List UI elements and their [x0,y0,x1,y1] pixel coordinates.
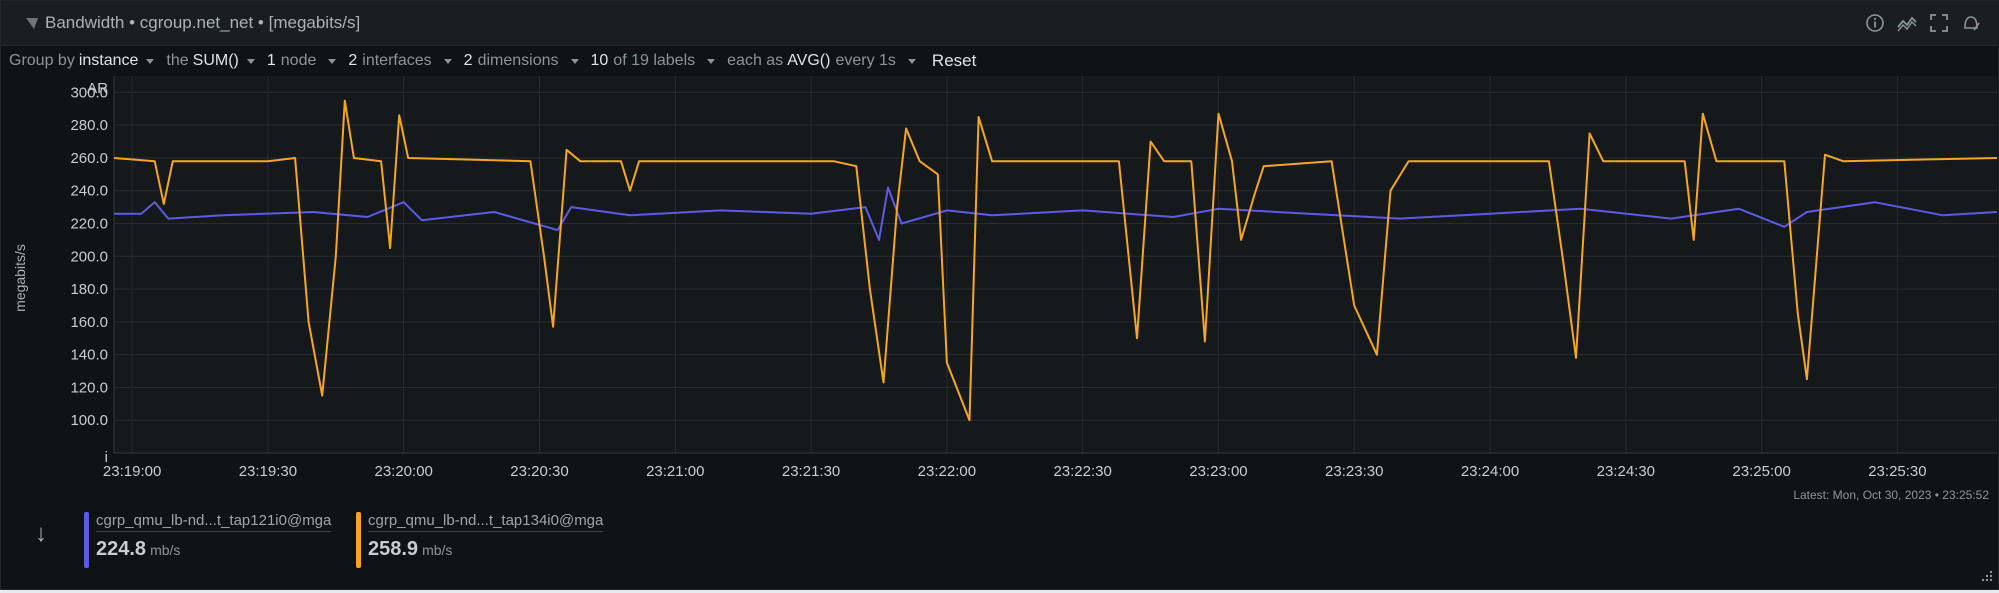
filter-value: AVG() [787,52,831,69]
chart-title: Bandwidth • cgroup.net_net • [megabits/s… [25,13,360,33]
chevron-down-icon [146,58,155,64]
x-tick-label: 23:24:00 [1461,463,1519,480]
chart-title-text: Bandwidth • cgroup.net_net • [megabits/s… [45,13,361,32]
chevron-down-icon [570,58,579,64]
x-tick-label: 23:20:00 [374,463,432,480]
filter-aggregation[interactable]: the SUM() [166,52,255,70]
x-tick-label: 23:22:30 [1053,463,1111,480]
x-tick-label: 23:19:30 [239,463,297,480]
legend-value-unit: mb/s [150,542,181,558]
chevron-down-icon [443,58,452,64]
panel-header: Bandwidth • cgroup.net_net • [megabits/s… [1,1,1999,46]
latest-timestamp: Latest: Mon, Oct 30, 2023 • 23:25:52 [1793,488,1989,502]
plot-area [114,76,1997,453]
filter-nodes[interactable]: 1 node [267,52,337,70]
chevron-down-icon [907,58,916,64]
legend-series-name: cgrp_qmu_lb-nd...t_tap134i0@mga [368,512,604,532]
y-tick-label: 300.0 [70,84,108,101]
x-tick-label: 23:21:30 [782,463,840,480]
y-tick-label: 180.0 [70,281,108,298]
correlate-icon[interactable] [1896,12,1918,34]
header-actions [1864,12,1982,34]
resize-handle-icon[interactable] [1978,567,1994,583]
filter-suffix: dimensions [477,52,559,69]
filter-labels[interactable]: 10 of 19 labels [591,52,716,70]
y-tick-label: 100.0 [70,412,108,429]
x-tick-label: 23:24:30 [1597,463,1655,480]
filter-prefix: the [166,52,189,69]
corner-label-top: AR [87,80,108,97]
y-tick-label: 280.0 [70,117,108,134]
x-tick-label: 23:19:00 [103,463,161,480]
legend-value-number: 224.8 [96,538,147,560]
legend-color-swatch [84,512,89,568]
filter-value: 2 [463,52,473,69]
y-tick-label: 200.0 [70,248,108,265]
line-chart[interactable]: 100.0 120.0 140.0 160.0 180.0 200.0 220.0 240.0… [1,73,1999,483]
x-tick-label: 23:25:30 [1868,463,1926,480]
chevron-down-icon [328,58,337,64]
legend-value-unit: mb/s [422,542,453,558]
chevron-down-icon [707,58,716,64]
series-line [113,99,1998,422]
filter-dimensions[interactable]: 2 dimensions [464,52,579,70]
filter-suffix: of 19 labels [613,52,696,69]
filter-value: 1 [266,52,276,69]
filter-time-aggregation[interactable]: each as AVG() every 1s [727,52,916,70]
y-tick-label: 140.0 [70,347,108,364]
filter-prefix: Group by [9,52,75,69]
legend: ↓ cgrp_qmu_lb-nd...t_tap121i0@mga 224.8 m… [1,501,1999,589]
chevron-down-icon [246,58,255,64]
info-icon[interactable] [1864,12,1886,34]
filter-suffix: interfaces [362,52,432,69]
x-tick-label: 23:23:30 [1325,463,1383,480]
filter-suffix: every 1s [835,52,896,69]
filter-prefix: each as [727,52,784,69]
y-tick-label: 160.0 [70,314,108,331]
x-tick-label: 23:21:00 [646,463,704,480]
legend-value: 224.8 mb/s [96,538,180,561]
legend-color-swatch [356,512,361,568]
legend-value: 258.9 mb/s [368,538,452,561]
series-line [114,186,1998,241]
filter-value: 2 [348,52,358,69]
netdata-icon [26,18,38,29]
filter-value: 10 [590,52,609,69]
filter-group-by[interactable]: Group by instance [9,52,155,70]
filter-interfaces[interactable]: 2 interfaces [348,52,452,70]
x-tick-label: 23:22:00 [918,463,976,480]
legend-value-number: 258.9 [368,538,419,560]
alert-icon[interactable] [1960,12,1982,34]
legend-series-name: cgrp_qmu_lb-nd...t_tap121i0@mga [96,512,332,532]
corner-label-bottom: i [105,449,108,466]
filter-bar: Group by instance the SUM() 1 node 2 int… [9,49,976,73]
y-tick-label: 240.0 [70,183,108,200]
y-tick-label: 260.0 [70,150,108,167]
x-tick-label: 23:23:00 [1189,463,1247,480]
x-tick-label: 23:25:00 [1732,463,1790,480]
y-tick-label: 220.0 [70,216,108,233]
x-tick-label: 23:20:30 [510,463,568,480]
y-tick-label: 120.0 [70,379,108,396]
filter-value: SUM() [192,52,239,69]
fullscreen-icon[interactable] [1928,12,1950,34]
filter-value: instance [78,52,139,69]
y-axis-label: megabits/s [12,244,28,312]
reset-button[interactable]: Reset [931,51,977,70]
arrow-down-icon[interactable]: ↓ [35,520,47,547]
filter-suffix: node [280,52,317,69]
